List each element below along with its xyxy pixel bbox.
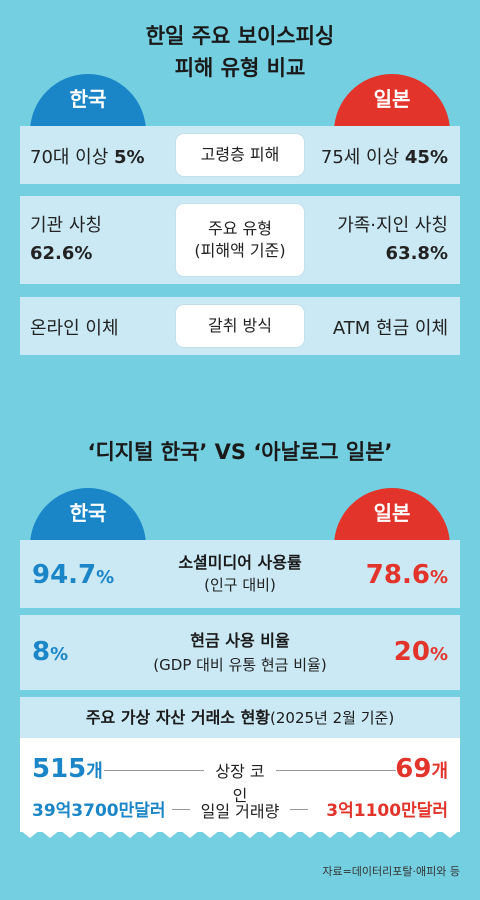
coins-label: 상장 코인 [215,762,265,805]
kr-social-unit: % [96,567,115,588]
kr-social-value: 94.7 [32,560,97,590]
jp-coins-value: 69 [395,754,432,784]
jp-volume-value: 3억1100만달러 [326,801,448,821]
cash-sub: (GDP 대비 유통 현금 비율) [153,656,327,674]
japan-label-bottom: 일본 [334,488,450,548]
jp-method-text: ATM 현금 이체 [332,318,448,339]
main-title-line2: 피해 유형 비교 [174,56,306,80]
cash-title: 현금 사용 비율 [190,631,290,650]
row-cash-usage: 8% 현금 사용 비율 (GDP 대비 유통 현금 비율) 20% [20,615,460,690]
kr-volume-value: 39억3700만달러 [32,801,166,821]
divider-line [290,809,308,810]
korea-label-bottom: 한국 [30,488,146,548]
pill-main-type-sub: (피해액 기준) [194,241,286,260]
pill-elderly: 고령층 피해 [176,134,304,176]
kr-coins-value: 515 [32,754,87,784]
jp-social-value: 78.6 [365,560,430,590]
torn-edge [20,826,460,838]
kr-type-value: 62.6% [30,243,93,264]
kr-coins-unit: 개 [86,761,103,782]
row-main-type: 기관 사칭 62.6% 주요 유형 (피해액 기준) 가족·지인 사칭 63.8… [20,196,460,284]
pill-main-type-title: 주요 유형 [208,219,272,238]
main-title: 한일 주요 보이스피싱 피해 유형 비교 [0,20,480,84]
exchange-title: 주요 가상 자산 거래소 현황 [85,708,271,727]
row-extortion-method: 온라인 이체 갈취 방식 ATM 현금 이체 [20,297,460,355]
pill-method: 갈취 방식 [176,305,304,347]
row-elderly-damage: 70대 이상 5% 고령층 피해 75세 이상 45% [20,126,460,184]
kr-cash-value: 8 [32,637,51,667]
divider-line [172,809,190,810]
jp-elderly-text: 75세 이상 [320,147,405,168]
main-title-line1: 한일 주요 보이스피싱 [145,24,335,48]
jp-cash-unit: % [429,644,448,665]
exchange-date: (2025년 2월 기준) [270,709,395,727]
jp-cash-value: 20 [393,637,430,667]
exchange-card: 515개 상장 코인 69개 39억3700만달러 일일 거래량 3억1100만… [20,738,460,832]
jp-type-value: 63.8% [385,243,448,264]
kr-method-text: 온라인 이체 [30,318,119,339]
kr-elderly-value: 5% [114,147,145,168]
row-social-media: 94.7% 소셜미디어 사용률 (인구 대비) 78.6% [20,540,460,608]
source-note: 자료=데이터리포탈·애피와 등 [322,865,460,878]
social-title: 소셜미디어 사용률 [178,553,302,572]
volume-label: 일일 거래량 [200,802,280,821]
jp-social-unit: % [429,567,448,588]
jp-coins-unit: 개 [431,761,448,782]
jp-elderly-value: 45% [404,147,448,168]
kr-cash-unit: % [50,644,69,665]
kr-type-text: 기관 사칭 [30,215,102,236]
exchange-header: 주요 가상 자산 거래소 현황(2025년 2월 기준) [20,697,460,738]
social-sub: (인구 대비) [204,576,276,594]
jp-type-text: 가족·지인 사칭 [337,215,448,236]
kr-elderly-text: 70대 이상 [30,147,115,168]
pill-main-type: 주요 유형 (피해액 기준) [176,204,304,276]
section2-title: ‘디지털 한국’ VS ‘아날로그 일본’ [87,440,393,464]
divider-line [104,770,204,771]
divider-line [276,770,396,771]
